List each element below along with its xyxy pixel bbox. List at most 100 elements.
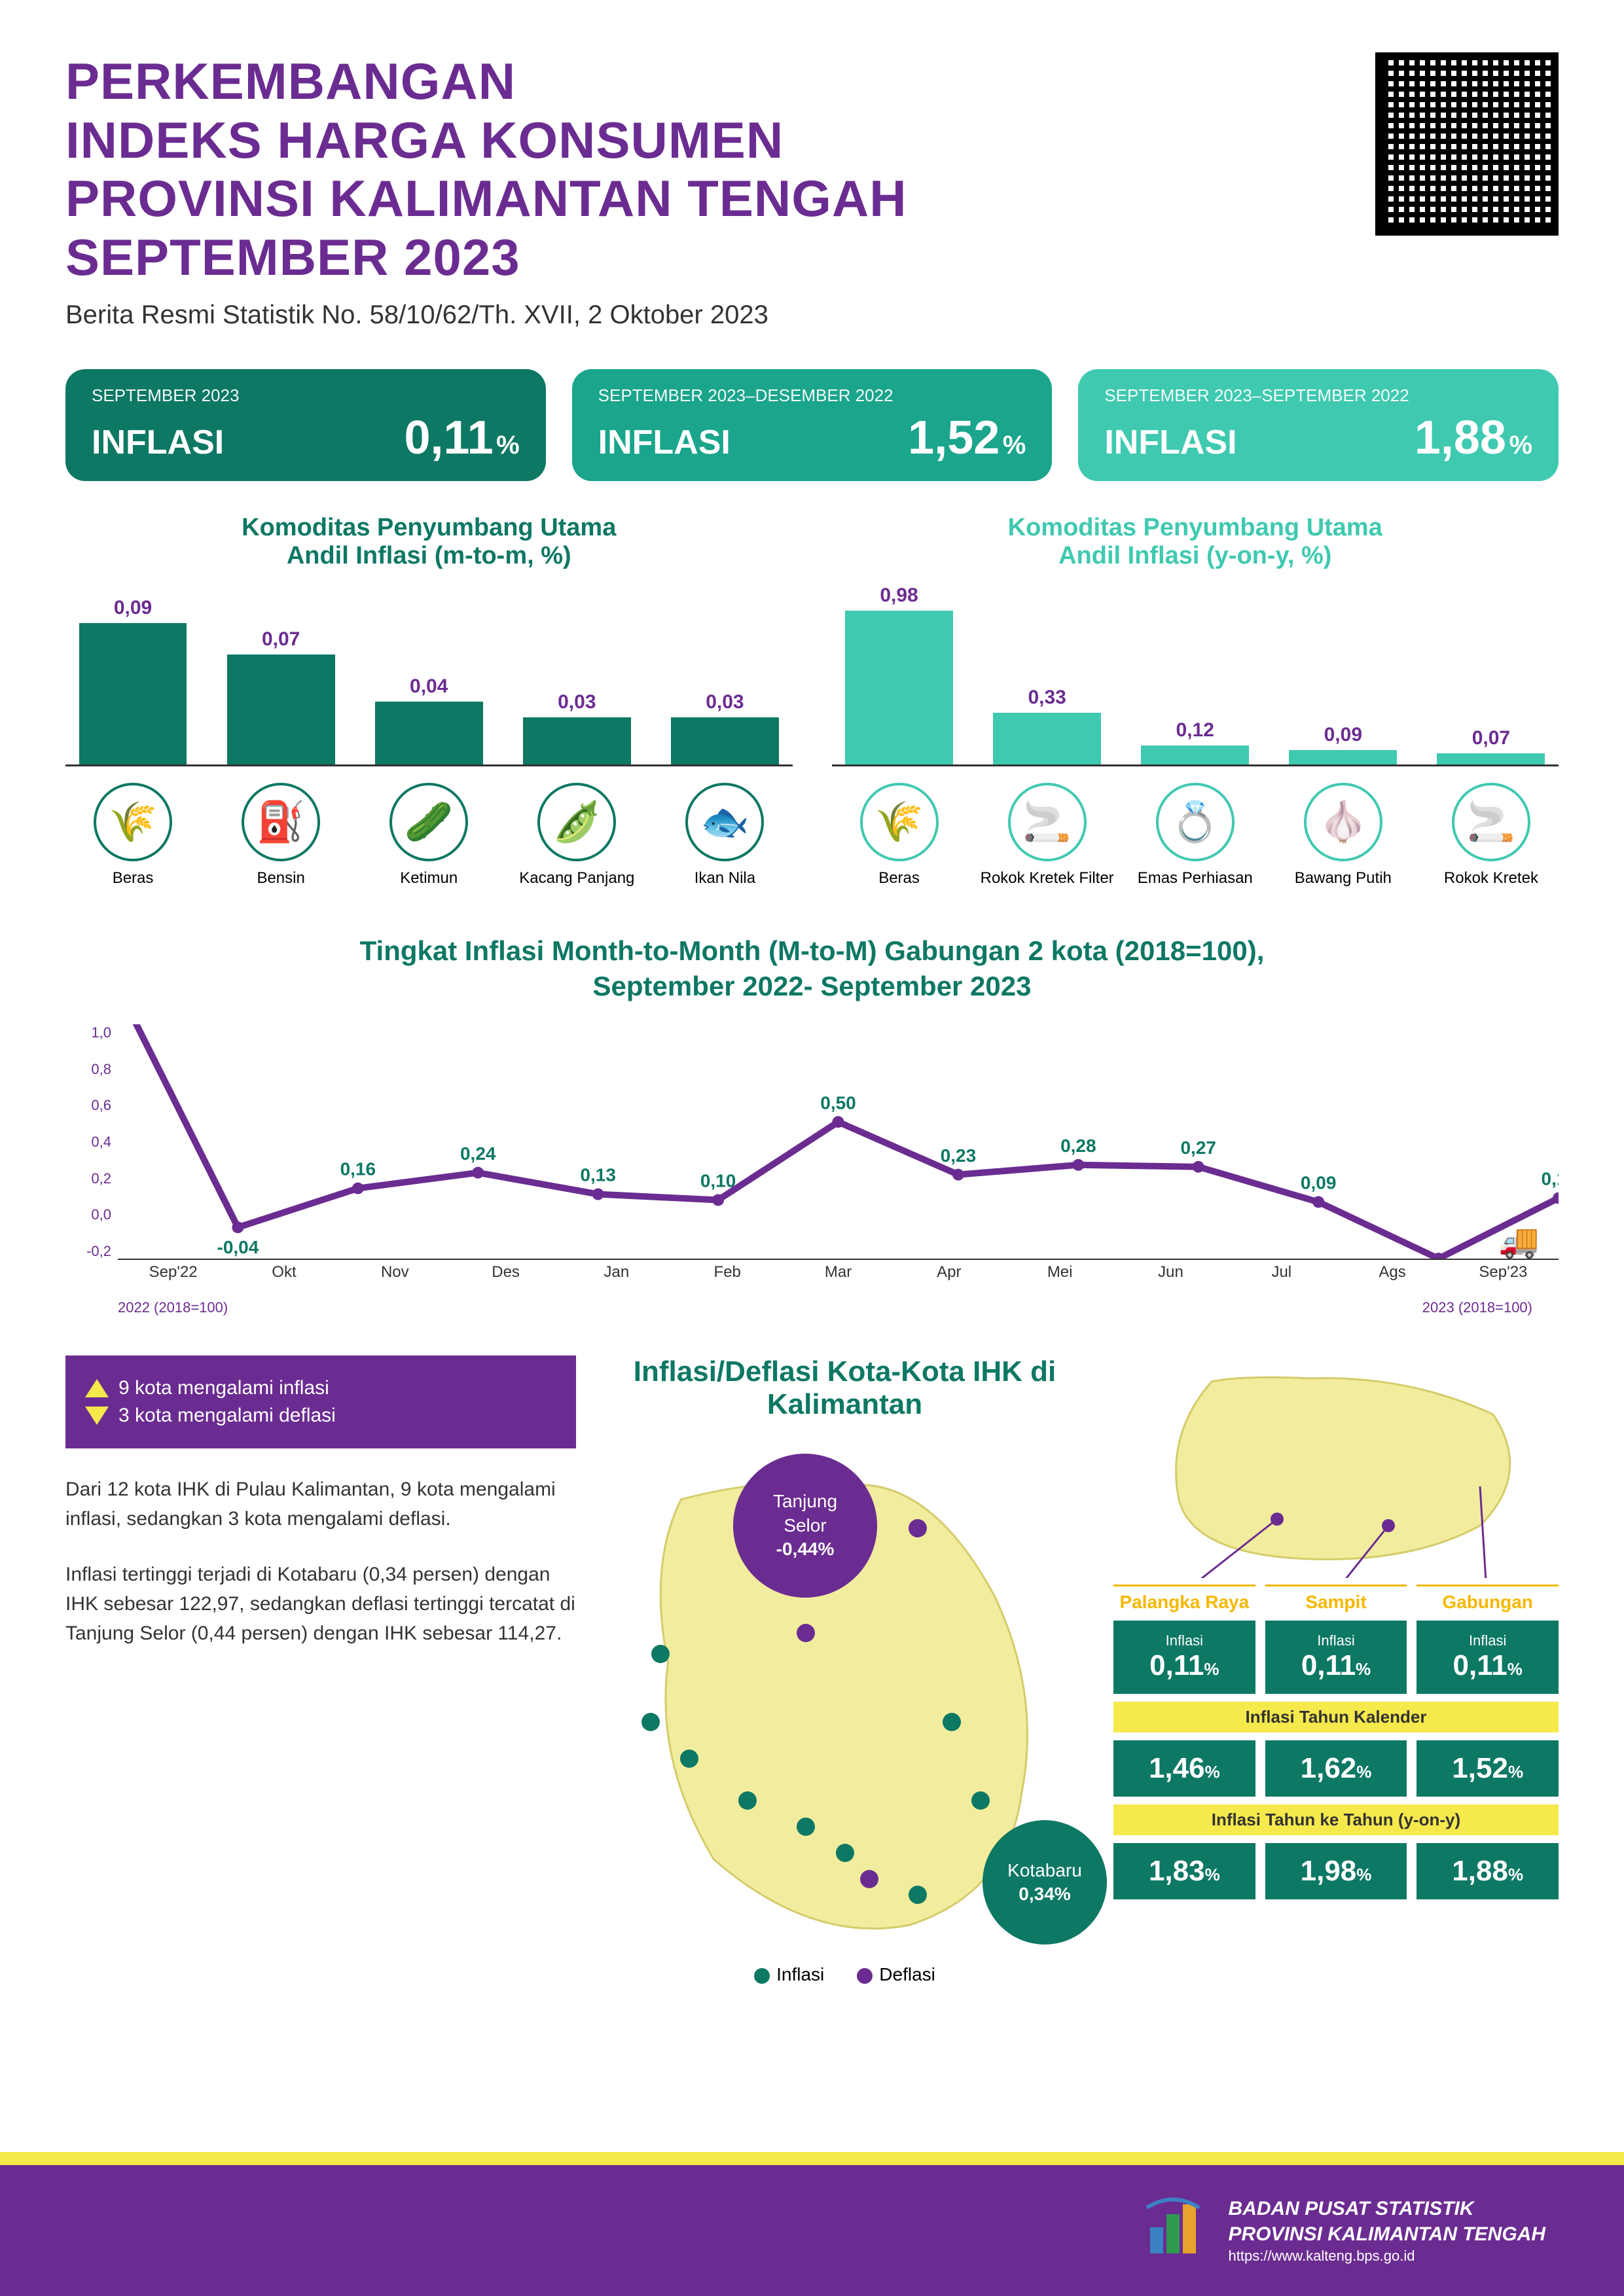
commodity-name: Beras [878,869,920,888]
x-label: Sep'23 [1448,1263,1559,1299]
line-point-label: 0,10 [700,1171,736,1191]
footer-text: BADAN PUSAT STATISTIK PROVINSI KALIMANTA… [1229,2196,1545,2266]
title-line-4: SEPTEMBER 2023 [65,228,907,287]
commodity-icon: 💍 [1156,783,1235,861]
legend-deflasi-row: 3 kota mengalami deflasi [85,1405,556,1427]
legend-deflasi: Deflasi [857,1964,935,1985]
base-left: 2022 (2018=100) [118,1299,228,1316]
pill-value: 1,88 [1415,412,1506,464]
bar-value-label: 0,07 [1472,727,1510,749]
city-dot [836,1844,854,1862]
title-block: PERKEMBANGAN INDEKS HARGA KONSUMEN PROVI… [65,52,907,330]
city-header: Sampit [1265,1585,1407,1613]
mini-map-svg [1113,1355,1559,1578]
line-point-label: 0,50 [820,1092,856,1113]
line-chart-title: Tingkat Inflasi Month-to-Month (M-to-M) … [65,933,1559,1005]
bar-rect [1289,750,1397,764]
y-tick: 0,8 [65,1061,118,1078]
commodity-icon: 🚬 [1452,783,1530,861]
commodity-icon: ⛽ [242,783,320,861]
subtitle: Berita Resmi Statistik No. 58/10/62/Th. … [65,300,907,330]
stat-value: 1,46% [1120,1752,1249,1785]
x-label: Feb [672,1263,783,1299]
stat-box: Inflasi0,11% [1416,1621,1559,1694]
line-marker [952,1169,964,1181]
bar-value-label: 0,04 [410,675,448,698]
commodity-name: Beras [113,869,154,888]
line-title-l2: September 2022- September 2023 [592,971,1031,1001]
x-axis: Sep'22OktNovDesJanFebMarAprMeiJunJulAgsS… [118,1263,1559,1299]
bar-item: 0,03 [657,691,792,764]
line-point-label: 0,09 [1301,1173,1336,1193]
city-header: Gabungan [1416,1585,1559,1613]
stat-value: 0,11% [1423,1649,1552,1682]
commodity-icon: 🌾 [94,783,172,861]
y-tick: -0,2 [65,1243,118,1260]
triangle-up-icon [85,1379,109,1397]
stat-value: 1,98% [1272,1855,1401,1888]
bars-row: 0,980,330,120,090,07 [832,583,1559,766]
commodity-name: Ketimun [400,869,458,888]
map-left-column: 9 kota mengalami inflasi 3 kota mengalam… [65,1355,576,1985]
x-label: Jan [561,1263,672,1299]
commodity-name: Ikan Nila [695,869,755,888]
title-line-2: INDEKS HARGA KONSUMEN [65,111,907,170]
x-label: Jul [1226,1263,1337,1299]
commodity-icon-item: 🚬 Rokok Kretek [1424,783,1559,888]
icons-row: 🌾 Beras ⛽ Bensin 🥒 Ketimun 🫛 Kacang Panj… [65,783,793,888]
inflation-pill-1: SEPTEMBER 2023–DESEMBER 2022 INFLASI 1,5… [572,369,1053,481]
bar-rect [523,717,631,764]
x-label: Okt [228,1263,339,1299]
line-point-label: 0,28 [1060,1136,1096,1156]
line-point-label: 0,16 [340,1159,376,1179]
x-label: Sep'22 [118,1263,228,1299]
commodity-icon: 🫛 [537,783,616,861]
bar-rect [671,717,779,764]
y-tick: 0,2 [65,1170,118,1187]
commodity-icon-item: 🚬 Rokok Kretek Filter [980,783,1115,888]
line-point-label: 0,11 [1542,1169,1559,1189]
bar-rect [1141,745,1249,764]
stat-box: 1,52% [1416,1740,1559,1797]
bars-yoy: Komoditas Penyumbang UtamaAndil Inflasi … [832,514,1559,888]
bar-value-label: 0,12 [1176,719,1214,742]
city-dot [943,1713,961,1731]
bar-item: 0,33 [980,687,1115,764]
line-point-label: -0,04 [217,1237,259,1257]
stat-box: 1,83% [1113,1843,1255,1899]
pill-period: SEPTEMBER 2023 [92,386,520,406]
bar-item: 0,07 [213,628,348,764]
line-svg: 1,19-0,040,160,240,130,100,500,230,280,2… [118,1024,1559,1259]
legend-up-text: 9 kota mengalami inflasi [118,1377,329,1399]
stat-label: Inflasi [1423,1632,1552,1649]
city-dot [680,1749,698,1768]
truck-icon: 🚚 [1498,1223,1539,1259]
commodity-name: Bensin [257,869,304,888]
stat-label: Inflasi [1120,1632,1249,1649]
legend-inflasi: Inflasi [754,1964,824,1985]
commodity-name: Bawang Putih [1295,869,1392,888]
map-paragraph-2: Inflasi tertinggi terjadi di Kotabaru (0… [65,1560,576,1648]
pill-label: INFLASI [92,423,224,462]
line-path [118,1024,1559,1259]
bar-value-label: 0,33 [1028,687,1066,709]
city-dot [641,1713,660,1731]
map-paragraph-1: Dari 12 kota IHK di Pulau Kalimantan, 9 … [65,1475,576,1534]
bar-value-label: 0,03 [706,691,744,713]
title-line-3: PROVINSI KALIMANTAN TENGAH [65,170,907,228]
bar-item: 0,09 [65,597,200,764]
inflation-pill-2: SEPTEMBER 2023–SEPTEMBER 2022 INFLASI 1,… [1078,369,1559,481]
line-point-label: 0,27 [1181,1138,1216,1158]
bar-value-label: 0,07 [262,628,300,651]
line-marker [592,1189,604,1200]
bar-rect [375,702,483,764]
city-dot [797,1624,815,1642]
commodity-icon: 🚬 [1008,783,1087,861]
pill-pct: % [1509,431,1532,459]
inflation-deflation-legend: 9 kota mengalami inflasi 3 kota mengalam… [65,1355,576,1448]
callout2-l1: Kotabaru [1007,1859,1082,1882]
line-marker [1312,1196,1324,1208]
city-header: Palangka Raya [1113,1585,1255,1613]
x-label: Mei [1005,1263,1115,1299]
bars-title: Komoditas Penyumbang UtamaAndil Inflasi … [65,514,793,570]
